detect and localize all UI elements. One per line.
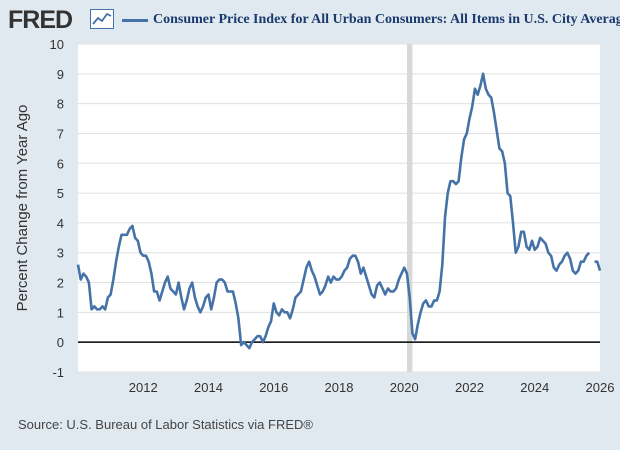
x-tick-label: 2014 <box>194 380 223 395</box>
y-tick-label: 8 <box>57 97 64 112</box>
x-tick-label: 2012 <box>129 380 158 395</box>
line-chart: -1 0 1 2 3 4 5 6 7 8 9 10 2012 2014 2016 2018 2020 2022 20… <box>14 37 615 395</box>
recession-shading <box>406 44 413 372</box>
fred-logo[interactable]: FRED <box>8 6 73 34</box>
y-tick-label: 9 <box>57 67 64 82</box>
y-tick-label: 0 <box>57 335 64 350</box>
plot-area: -1 0 1 2 3 4 5 6 7 8 9 10 2012 2014 2016 2018 2020 2022 20… <box>50 37 615 395</box>
y-tick-label: 4 <box>57 216 64 231</box>
x-tick-label: 2026 <box>586 380 615 395</box>
y-tick-label: 3 <box>57 246 64 261</box>
source-note: Source: U.S. Bureau of Labor Statistics … <box>18 417 313 432</box>
y-tick-label: 10 <box>50 37 64 52</box>
chart-header: FRED Consumer Price Index for All Urban … <box>0 0 620 40</box>
y-tick-label: 5 <box>57 186 64 201</box>
plot-background <box>78 44 600 372</box>
x-tick-label: 2024 <box>520 380 549 395</box>
legend-series-title[interactable]: Consumer Price Index for All Urban Consu… <box>153 12 620 27</box>
legend-swatch <box>122 19 148 22</box>
y-tick-label: 2 <box>57 276 64 291</box>
x-tick-label: 2016 <box>259 380 288 395</box>
line-chart-icon <box>90 9 114 29</box>
y-tick-label: 6 <box>57 156 64 171</box>
y-tick-label: -1 <box>52 365 64 380</box>
x-tick-label: 2022 <box>455 380 484 395</box>
x-tick-label: 2018 <box>325 380 354 395</box>
y-tick-label: 7 <box>57 126 64 141</box>
y-axis-label: Percent Change from Year Ago <box>14 105 31 312</box>
y-tick-label: 1 <box>57 305 64 320</box>
x-tick-label: 2020 <box>390 380 419 395</box>
series-line <box>76 72 602 350</box>
